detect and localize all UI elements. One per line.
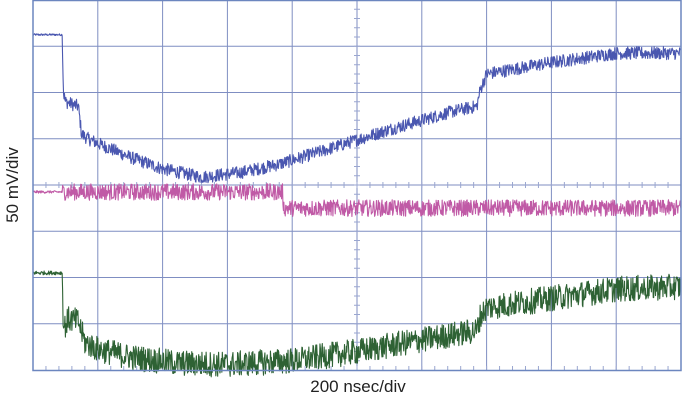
trace-2 [32,183,682,217]
trace-3 [32,270,682,378]
traces [32,33,682,378]
graticule-grid [33,0,681,370]
plot-frame [32,0,682,372]
x-axis-label: 200 nsec/div [310,377,406,396]
y-axis-label: 50 mV/div [3,147,22,223]
trace-1 [32,33,682,184]
